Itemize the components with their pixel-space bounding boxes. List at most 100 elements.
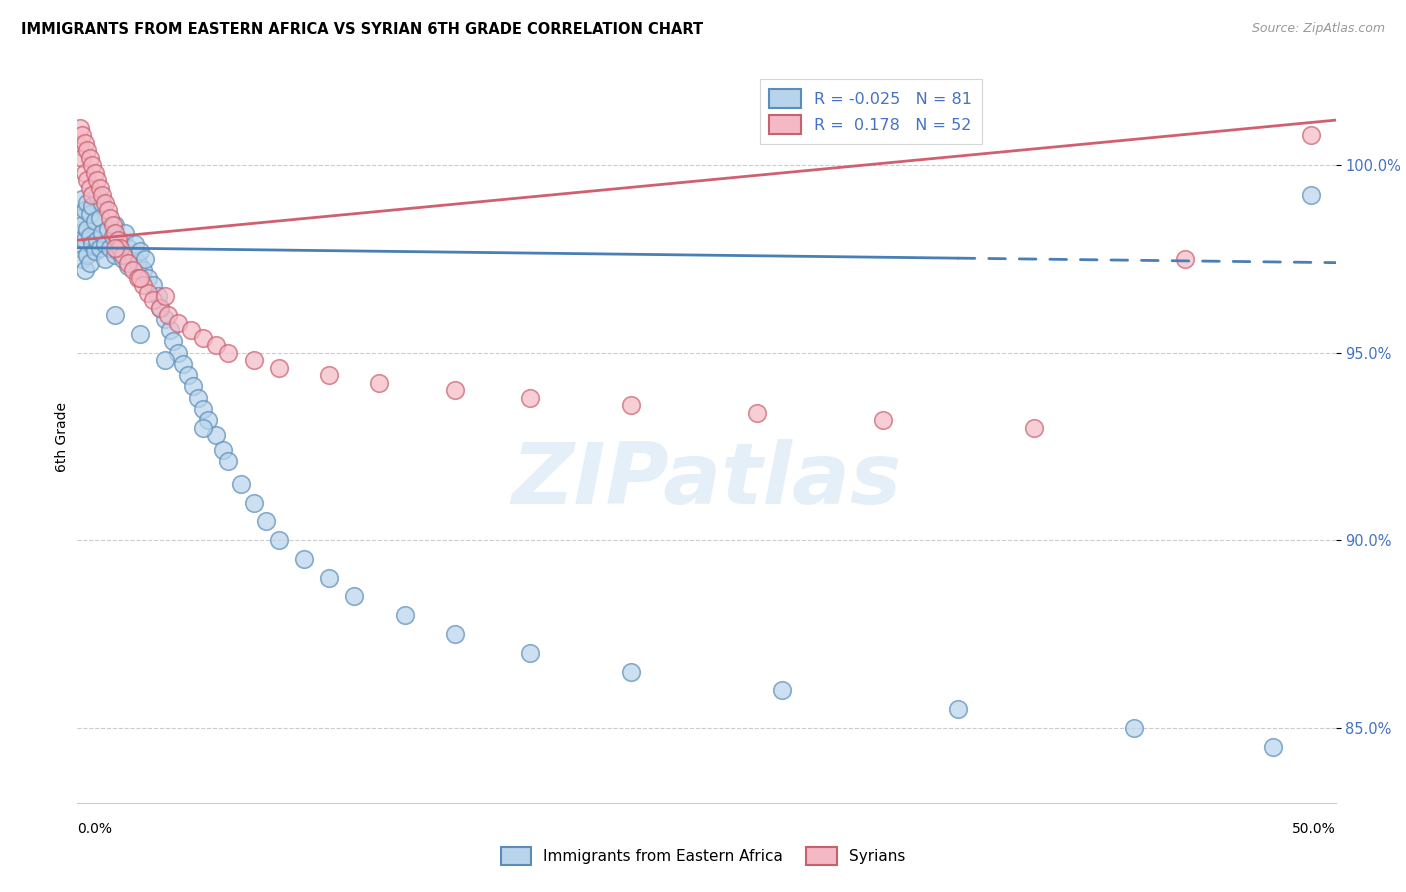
- Point: [162, 334, 184, 349]
- Point: [108, 233, 131, 247]
- Point: [121, 248, 143, 262]
- Point: [76, 222, 98, 236]
- Text: IMMIGRANTS FROM EASTERN AFRICA VS SYRIAN 6TH GRADE CORRELATION CHART: IMMIGRANTS FROM EASTERN AFRICA VS SYRIAN…: [21, 22, 703, 37]
- Point: [73, 263, 96, 277]
- Point: [76, 248, 98, 262]
- Point: [84, 214, 107, 228]
- Point: [76, 143, 98, 157]
- Point: [84, 244, 107, 259]
- Point: [1123, 721, 1146, 735]
- Text: 50.0%: 50.0%: [1292, 822, 1336, 836]
- Point: [79, 229, 101, 244]
- Point: [267, 533, 290, 548]
- Point: [108, 241, 131, 255]
- Point: [82, 158, 104, 172]
- Point: [124, 236, 146, 251]
- Point: [117, 255, 139, 269]
- Point: [318, 571, 340, 585]
- Point: [107, 233, 129, 247]
- Point: [229, 477, 252, 491]
- Point: [149, 301, 172, 315]
- Point: [107, 244, 129, 259]
- Point: [129, 270, 152, 285]
- Point: [292, 552, 315, 566]
- Point: [197, 413, 219, 427]
- Point: [155, 353, 177, 368]
- Point: [127, 270, 149, 285]
- Point: [745, 406, 768, 420]
- Point: [73, 233, 96, 247]
- Point: [69, 241, 91, 255]
- Point: [111, 248, 134, 262]
- Point: [104, 226, 127, 240]
- Point: [79, 151, 101, 165]
- Point: [98, 211, 121, 225]
- Point: [1299, 188, 1322, 202]
- Point: [187, 391, 209, 405]
- Point: [217, 345, 239, 359]
- Point: [69, 120, 91, 135]
- Point: [73, 166, 96, 180]
- Point: [159, 323, 181, 337]
- Point: [94, 195, 117, 210]
- Point: [172, 357, 194, 371]
- Point: [117, 241, 139, 255]
- Point: [156, 308, 179, 322]
- Point: [318, 368, 340, 383]
- Point: [82, 199, 104, 213]
- Point: [242, 496, 264, 510]
- Text: ZIPatlas: ZIPatlas: [512, 440, 901, 523]
- Point: [132, 278, 155, 293]
- Point: [82, 188, 104, 202]
- Point: [82, 236, 104, 251]
- Point: [111, 252, 134, 266]
- Point: [134, 252, 156, 266]
- Point: [142, 278, 165, 293]
- Point: [94, 236, 117, 251]
- Point: [132, 263, 155, 277]
- Point: [191, 401, 215, 416]
- Point: [127, 255, 149, 269]
- Point: [1299, 128, 1322, 142]
- Point: [242, 353, 264, 368]
- Point: [104, 248, 127, 262]
- Point: [368, 376, 391, 390]
- Point: [121, 263, 143, 277]
- Point: [72, 192, 94, 206]
- Text: Source: ZipAtlas.com: Source: ZipAtlas.com: [1251, 22, 1385, 36]
- Point: [343, 590, 366, 604]
- Point: [86, 173, 108, 187]
- Point: [104, 218, 127, 232]
- Point: [117, 260, 139, 274]
- Point: [129, 326, 152, 341]
- Point: [149, 301, 172, 315]
- Point: [79, 207, 101, 221]
- Point: [89, 180, 111, 194]
- Point: [84, 166, 107, 180]
- Point: [155, 312, 177, 326]
- Point: [1174, 252, 1197, 266]
- Point: [79, 255, 101, 269]
- Point: [519, 646, 541, 660]
- Point: [180, 323, 202, 337]
- Point: [96, 222, 118, 236]
- Point: [94, 252, 117, 266]
- Point: [129, 244, 152, 259]
- Point: [72, 218, 94, 232]
- Point: [394, 608, 416, 623]
- Point: [104, 308, 127, 322]
- Point: [181, 379, 204, 393]
- Point: [620, 665, 643, 679]
- Point: [770, 683, 793, 698]
- Point: [142, 293, 165, 308]
- Point: [254, 515, 277, 529]
- Point: [948, 702, 970, 716]
- Y-axis label: 6th Grade: 6th Grade: [55, 402, 69, 472]
- Legend: R = -0.025   N = 81, R =  0.178   N = 52: R = -0.025 N = 81, R = 0.178 N = 52: [759, 79, 981, 144]
- Point: [96, 203, 118, 218]
- Point: [444, 627, 467, 641]
- Point: [1022, 420, 1045, 434]
- Point: [212, 443, 235, 458]
- Point: [204, 338, 226, 352]
- Point: [73, 203, 96, 218]
